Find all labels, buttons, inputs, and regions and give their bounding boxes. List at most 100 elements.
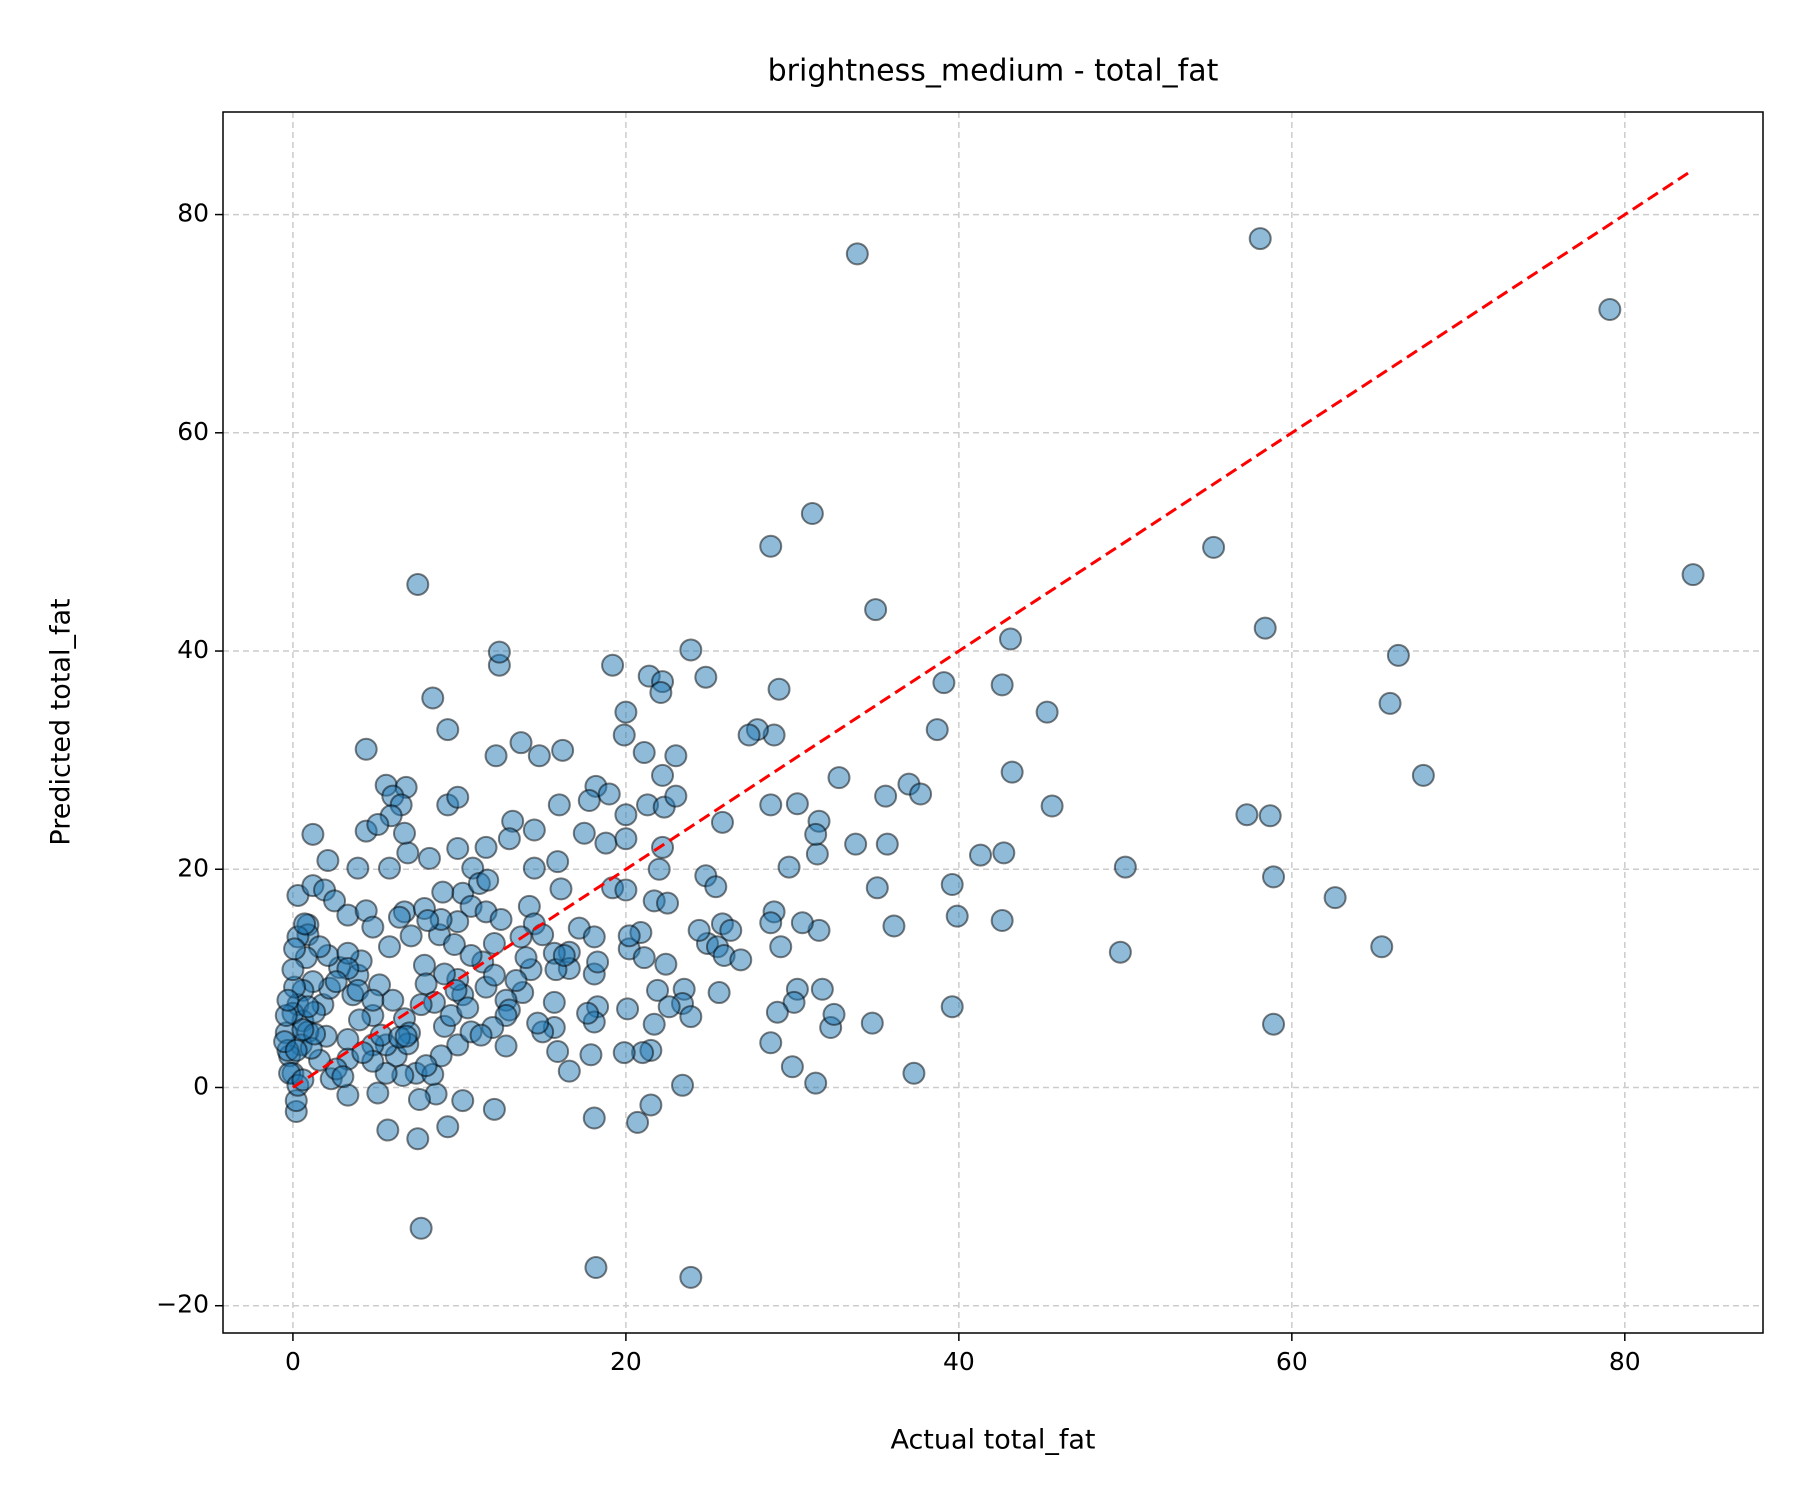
x-axis-label: Actual total_fat	[890, 1425, 1095, 1456]
scatter-point	[316, 849, 340, 873]
scatter-point	[597, 782, 621, 806]
scatter-point	[940, 873, 964, 897]
scatter-point	[719, 918, 743, 942]
scatter-point	[324, 970, 348, 994]
scatter-point	[444, 978, 468, 1002]
y-tick-label: 40	[177, 635, 209, 664]
x-tick-label: 80	[1609, 1347, 1641, 1376]
reference-line	[292, 168, 1694, 1089]
scatter-point	[1323, 886, 1347, 910]
scatter-point	[417, 846, 441, 870]
scatter-point	[331, 1065, 355, 1089]
scatter-point	[1235, 803, 1259, 827]
scatter-point	[759, 911, 783, 935]
scatter-point	[647, 857, 671, 881]
scatter-point	[301, 822, 325, 846]
scatter-point	[281, 958, 305, 982]
scatter-point	[276, 988, 300, 1012]
scatter-point	[601, 653, 625, 677]
scatter-point	[489, 907, 513, 931]
scatter-point	[399, 924, 423, 948]
scatter-point	[1202, 535, 1226, 559]
scatter-point	[626, 1110, 650, 1134]
scatter-point	[765, 1000, 789, 1024]
scatter-point	[969, 843, 993, 867]
scatter-point	[664, 784, 688, 808]
y-tick-label: 0	[193, 1071, 209, 1100]
scatter-point	[482, 931, 506, 955]
scatter-point	[484, 744, 508, 768]
scatter-point	[504, 969, 528, 993]
scatter-point	[572, 821, 596, 845]
scatter-point	[451, 1089, 475, 1113]
scatter-point	[432, 962, 456, 986]
scatter-point	[925, 718, 949, 742]
scatter-point	[737, 723, 761, 747]
scatter-point	[632, 741, 656, 765]
scatter-point	[671, 1073, 695, 1097]
scatter-point	[1262, 1012, 1286, 1036]
scatter-point	[291, 1018, 315, 1042]
scatter-point	[494, 1034, 518, 1058]
scatter-point	[759, 534, 783, 558]
scatter-point	[482, 1097, 506, 1121]
scatter-point	[657, 995, 681, 1019]
scatter-point	[651, 835, 675, 859]
scatter-point	[497, 827, 521, 851]
scatter-point	[612, 723, 636, 747]
scatter-point	[396, 841, 420, 865]
scatter-point	[582, 1106, 606, 1130]
scatter-point	[514, 946, 538, 970]
scatter-point	[1040, 794, 1064, 818]
scatter-point	[704, 875, 728, 899]
scatter-point	[694, 665, 718, 689]
scatter-point	[998, 627, 1022, 651]
scatter-point	[456, 996, 480, 1020]
y-tick-label: 20	[177, 853, 209, 882]
y-tick-label: 60	[177, 417, 209, 446]
scatter-point	[406, 1127, 430, 1151]
scatter-point	[777, 855, 801, 879]
scatter-point	[612, 1041, 636, 1065]
scatter-point	[436, 718, 460, 742]
scatter-point	[769, 935, 793, 959]
scatter-point	[860, 1011, 884, 1035]
scatter-point	[845, 242, 869, 266]
scatter-point	[909, 782, 933, 806]
scatter-point	[614, 803, 638, 827]
scatter-point	[990, 673, 1014, 697]
scatter-point	[882, 914, 906, 938]
scatter-point	[522, 818, 546, 842]
scatter-point	[945, 904, 969, 928]
y-tick-label: −20	[156, 1290, 209, 1319]
scatter-point	[348, 1008, 372, 1032]
scatter-point	[875, 832, 899, 856]
scatter-point	[664, 744, 688, 768]
scatter-point	[632, 946, 656, 970]
scatter-point	[1386, 643, 1410, 667]
scatter-point	[800, 502, 824, 526]
scatter-point	[509, 731, 533, 755]
scatter-point	[377, 935, 401, 959]
scatter-point	[586, 950, 610, 974]
scatter-point	[354, 737, 378, 761]
x-tick-label: 0	[285, 1347, 301, 1376]
scatter-point	[527, 744, 551, 768]
scatter-point	[639, 1093, 663, 1117]
scatter-point	[394, 1024, 418, 1048]
y-axis-label: Predicted total_fat	[46, 598, 77, 845]
scatter-point	[1681, 563, 1705, 587]
scatter-point	[654, 952, 678, 976]
scatter-point	[1598, 297, 1622, 321]
scatter-point	[576, 1001, 600, 1025]
scatter-point	[579, 1043, 603, 1067]
scatter-point	[1370, 935, 1394, 959]
scatter-point	[283, 937, 307, 961]
scatter-point	[679, 1265, 703, 1289]
scatter-point	[1378, 691, 1402, 715]
scatter-point	[416, 909, 440, 933]
scatter-point	[406, 572, 430, 596]
scatter-point	[990, 909, 1014, 933]
scatter-point	[557, 1059, 581, 1083]
